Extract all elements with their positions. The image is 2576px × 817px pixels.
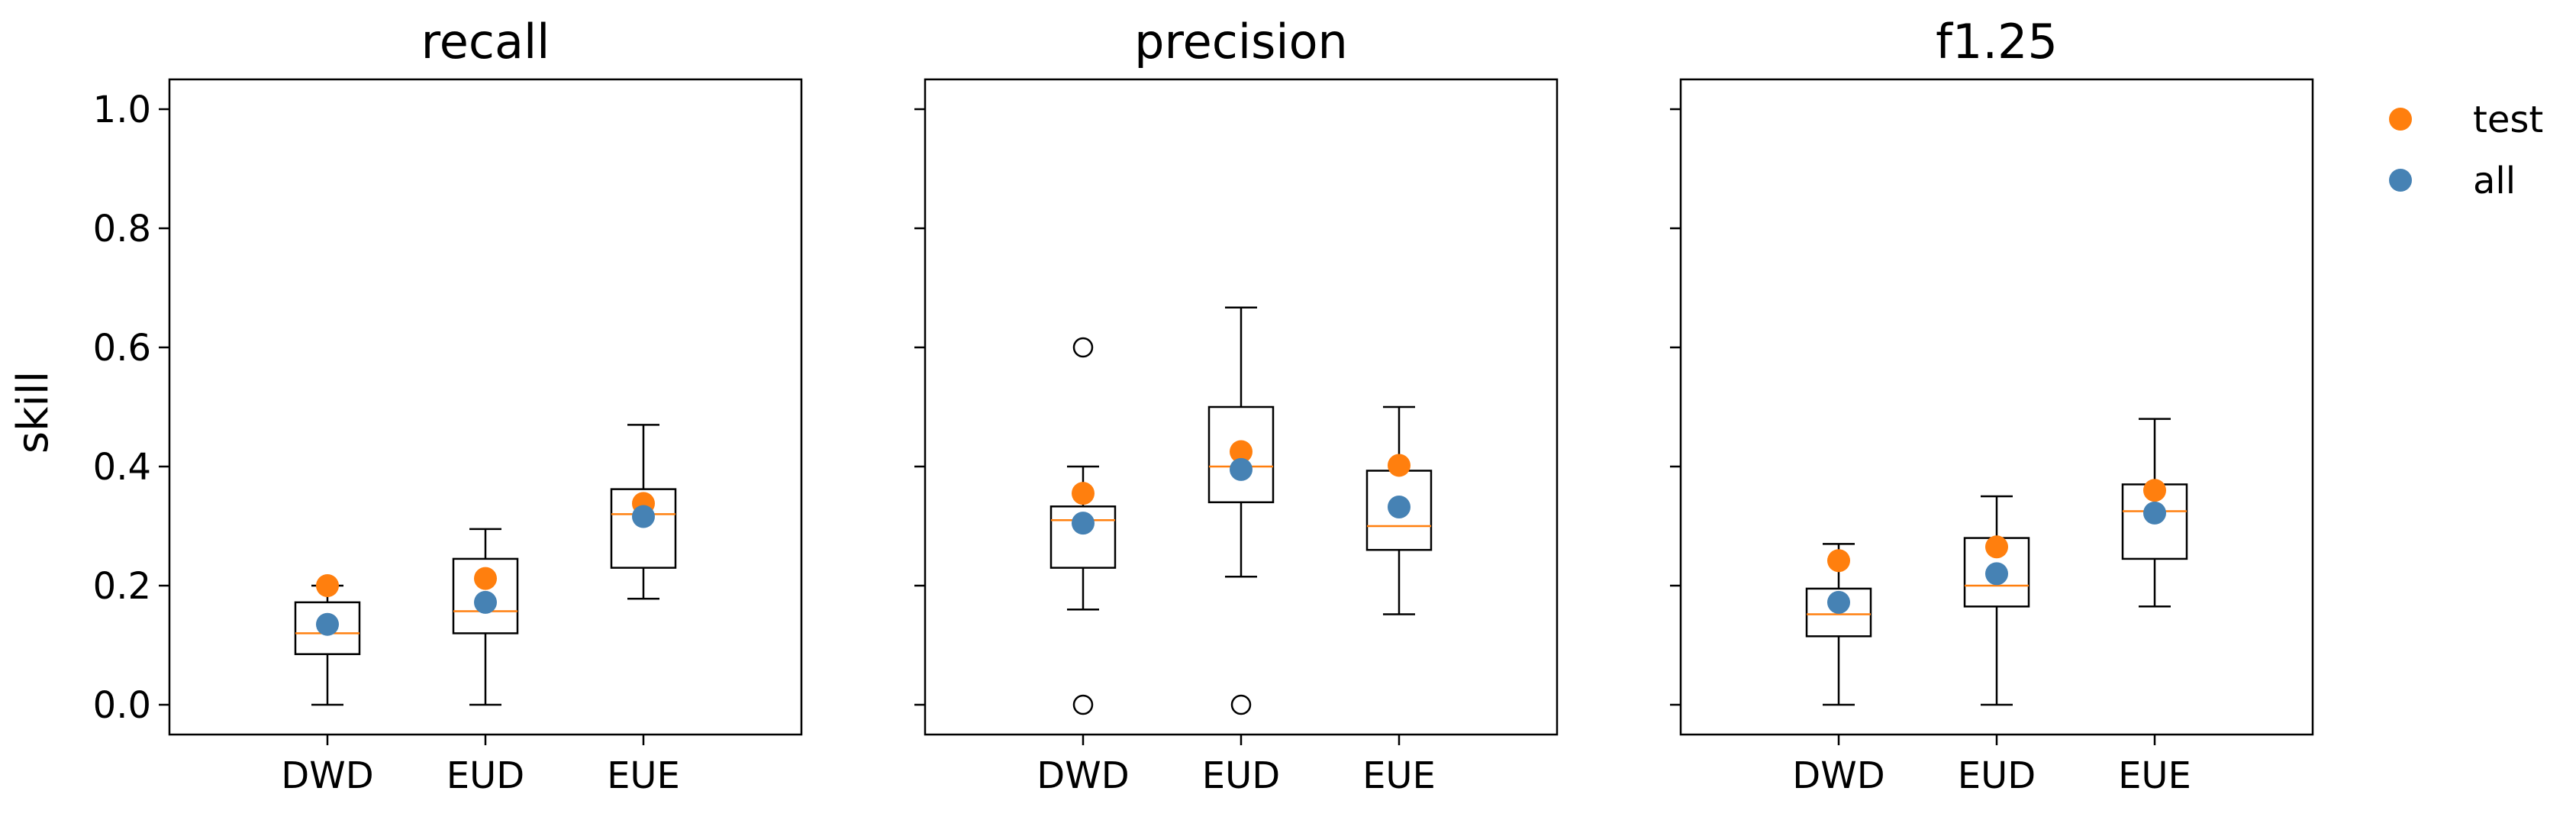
all-point [1388,496,1411,519]
x-tick-label: EUE [1362,754,1436,797]
y-tick-label: 0.4 [93,446,151,489]
panel-1: precision DWD EUD EUE [914,14,1559,797]
panel-title: precision [1134,14,1348,69]
test-point [316,574,339,597]
box-body [452,557,519,635]
outlier-point [1072,694,1094,715]
y-tick-label: 1.0 [93,89,151,131]
test-point [474,567,497,590]
plot-frame [168,78,803,736]
outlier-point [1072,337,1094,358]
x-tick-label: EUE [607,754,680,797]
test-point [2143,479,2166,502]
box-eud [452,528,519,706]
all-point [2143,501,2166,525]
panel-title: f1.25 [1936,14,2058,69]
all-point [1072,512,1095,535]
x-tick-label: EUE [2118,754,2191,797]
x-tick-label: DWD [1037,754,1129,797]
box-body [610,488,677,569]
test-point [1072,482,1095,505]
plot-frame [1679,78,2314,736]
box-body [1049,505,1117,569]
all-point [1230,457,1253,481]
y-tick-label: 0.6 [93,327,151,370]
x-tick-label: DWD [1792,754,1884,797]
panel-0: recall 0.0 0.2 0.4 0.6 0.8 1.0 DWD EUD EUE [93,14,803,797]
legend: test all [2389,98,2543,202]
y-tick-label: 0.8 [93,208,151,250]
all-point [1827,590,1850,614]
x-tick-label: EUD [447,754,524,797]
box-eud [1207,306,1275,715]
x-tick-label: EUD [1202,754,1280,797]
test-point [1985,535,2008,559]
panel-title: recall [421,14,550,69]
x-tick-label: DWD [281,754,373,797]
test-point [1388,454,1411,477]
y-tick-label: 0.2 [93,565,151,608]
all-point [474,590,497,614]
x-tick-label: EUD [1958,754,2036,797]
panel-2: f1.25 DWD EUD EUE [1670,14,2314,797]
legend-label-test: test [2473,98,2543,141]
outlier-point [1230,694,1252,715]
test-point [1827,549,1850,573]
box-eue [610,424,677,600]
box-dwd [1805,543,1872,706]
legend-marker-test [2389,108,2412,131]
box-body [294,601,361,655]
all-point [632,505,655,528]
box-body [1207,405,1275,504]
plot-frame [924,78,1559,736]
legend-label-all: all [2473,160,2516,202]
test-point [1230,440,1253,463]
y-axis-label: skill [8,371,58,454]
all-point [316,612,339,636]
legend-marker-all [2389,169,2412,192]
box-body [1805,587,1872,638]
box-eud [1963,495,2030,706]
box-dwd [294,584,361,706]
all-point [1985,562,2008,586]
y-tick-label: 0.0 [93,684,151,727]
